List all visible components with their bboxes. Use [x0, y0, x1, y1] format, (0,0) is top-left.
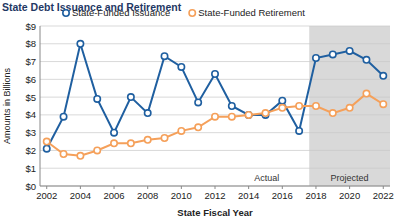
x-tick: [349, 186, 350, 189]
point: [279, 105, 285, 111]
grid-line: [40, 97, 390, 98]
point: [313, 55, 319, 61]
point: [111, 129, 117, 135]
plot-data: [44, 41, 387, 159]
x-tick-label: 2016: [272, 190, 293, 201]
y-tick-label: $8: [25, 38, 36, 49]
point: [60, 113, 66, 119]
region-label: Projected: [331, 173, 369, 183]
grid-line: [40, 168, 390, 169]
point: [330, 110, 336, 116]
point: [296, 103, 302, 109]
x-tick: [383, 186, 384, 189]
point: [44, 138, 50, 144]
point: [380, 101, 386, 107]
point: [128, 140, 134, 146]
x-tick-label: 2010: [171, 190, 192, 201]
point: [313, 103, 319, 109]
point: [161, 135, 167, 141]
point: [178, 64, 184, 70]
x-axis-label: State Fiscal Year: [177, 207, 253, 218]
point: [195, 124, 201, 130]
point: [212, 71, 218, 77]
point: [229, 103, 235, 109]
point: [363, 57, 369, 63]
x-tick: [46, 186, 47, 189]
point: [363, 90, 369, 96]
x-tick: [80, 186, 81, 189]
point: [346, 48, 352, 54]
region-shade: [309, 26, 390, 186]
x-tick: [315, 186, 316, 189]
grid-line: [40, 150, 390, 151]
x-tick-label: 2018: [305, 190, 326, 201]
y-tick-label: $1: [25, 163, 36, 174]
point: [245, 112, 251, 118]
series-line: [47, 94, 384, 156]
x-tick-label: 2022: [373, 190, 394, 201]
point: [111, 140, 117, 146]
x-tick: [282, 186, 283, 189]
x-tick: [147, 186, 148, 189]
region-label: Actual: [254, 173, 279, 183]
point: [144, 137, 150, 143]
point: [346, 105, 352, 111]
point: [262, 110, 268, 116]
grid-line: [40, 61, 390, 62]
x-tick-label: 2006: [103, 190, 124, 201]
y-tick-label: $2: [25, 145, 36, 156]
legend-marker: [189, 10, 195, 16]
x-tick-label: 2020: [339, 190, 360, 201]
point: [128, 94, 134, 100]
y-tick-label: $7: [25, 56, 36, 67]
grid-line: [40, 43, 390, 44]
y-tick-label: $3: [25, 127, 36, 138]
y-tick-label: $0: [25, 181, 36, 192]
y-tick-label: $4: [25, 109, 36, 120]
legend-label: State-Funded Retirement: [198, 7, 305, 18]
legend-marker: [63, 10, 69, 16]
chart: State Debt Issuance and RetirementActual…: [0, 0, 396, 220]
x-tick-label: 2004: [70, 190, 91, 201]
x-tick: [181, 186, 182, 189]
point: [94, 147, 100, 153]
point: [144, 110, 150, 116]
grid-line: [40, 26, 390, 27]
x-tick-label: 2002: [36, 190, 57, 201]
y-axis-label: Amounts in Billions: [2, 67, 12, 144]
point: [279, 97, 285, 103]
x-tick-label: 2008: [137, 190, 158, 201]
point: [296, 128, 302, 134]
point: [94, 96, 100, 102]
grid-line: [40, 79, 390, 80]
point: [77, 153, 83, 159]
x-tick: [248, 186, 249, 189]
point: [77, 41, 83, 47]
y-axis: [40, 26, 41, 186]
y-tick-label: $5: [25, 92, 36, 103]
point: [212, 113, 218, 119]
point: [161, 53, 167, 59]
legend-label: State-Funded Issuance: [72, 7, 170, 18]
point: [178, 128, 184, 134]
point: [229, 113, 235, 119]
x-tick: [215, 186, 216, 189]
point: [60, 151, 66, 157]
y-tick-label: $6: [25, 74, 36, 85]
grid-line: [40, 132, 390, 133]
series-line: [47, 44, 384, 149]
x-tick-label: 2014: [238, 190, 259, 201]
x-tick-label: 2012: [204, 190, 225, 201]
point: [195, 99, 201, 105]
point: [330, 51, 336, 57]
point: [245, 112, 251, 118]
point: [380, 73, 386, 79]
y-tick-label: $9: [25, 21, 36, 32]
point: [44, 145, 50, 151]
x-tick: [114, 186, 115, 189]
